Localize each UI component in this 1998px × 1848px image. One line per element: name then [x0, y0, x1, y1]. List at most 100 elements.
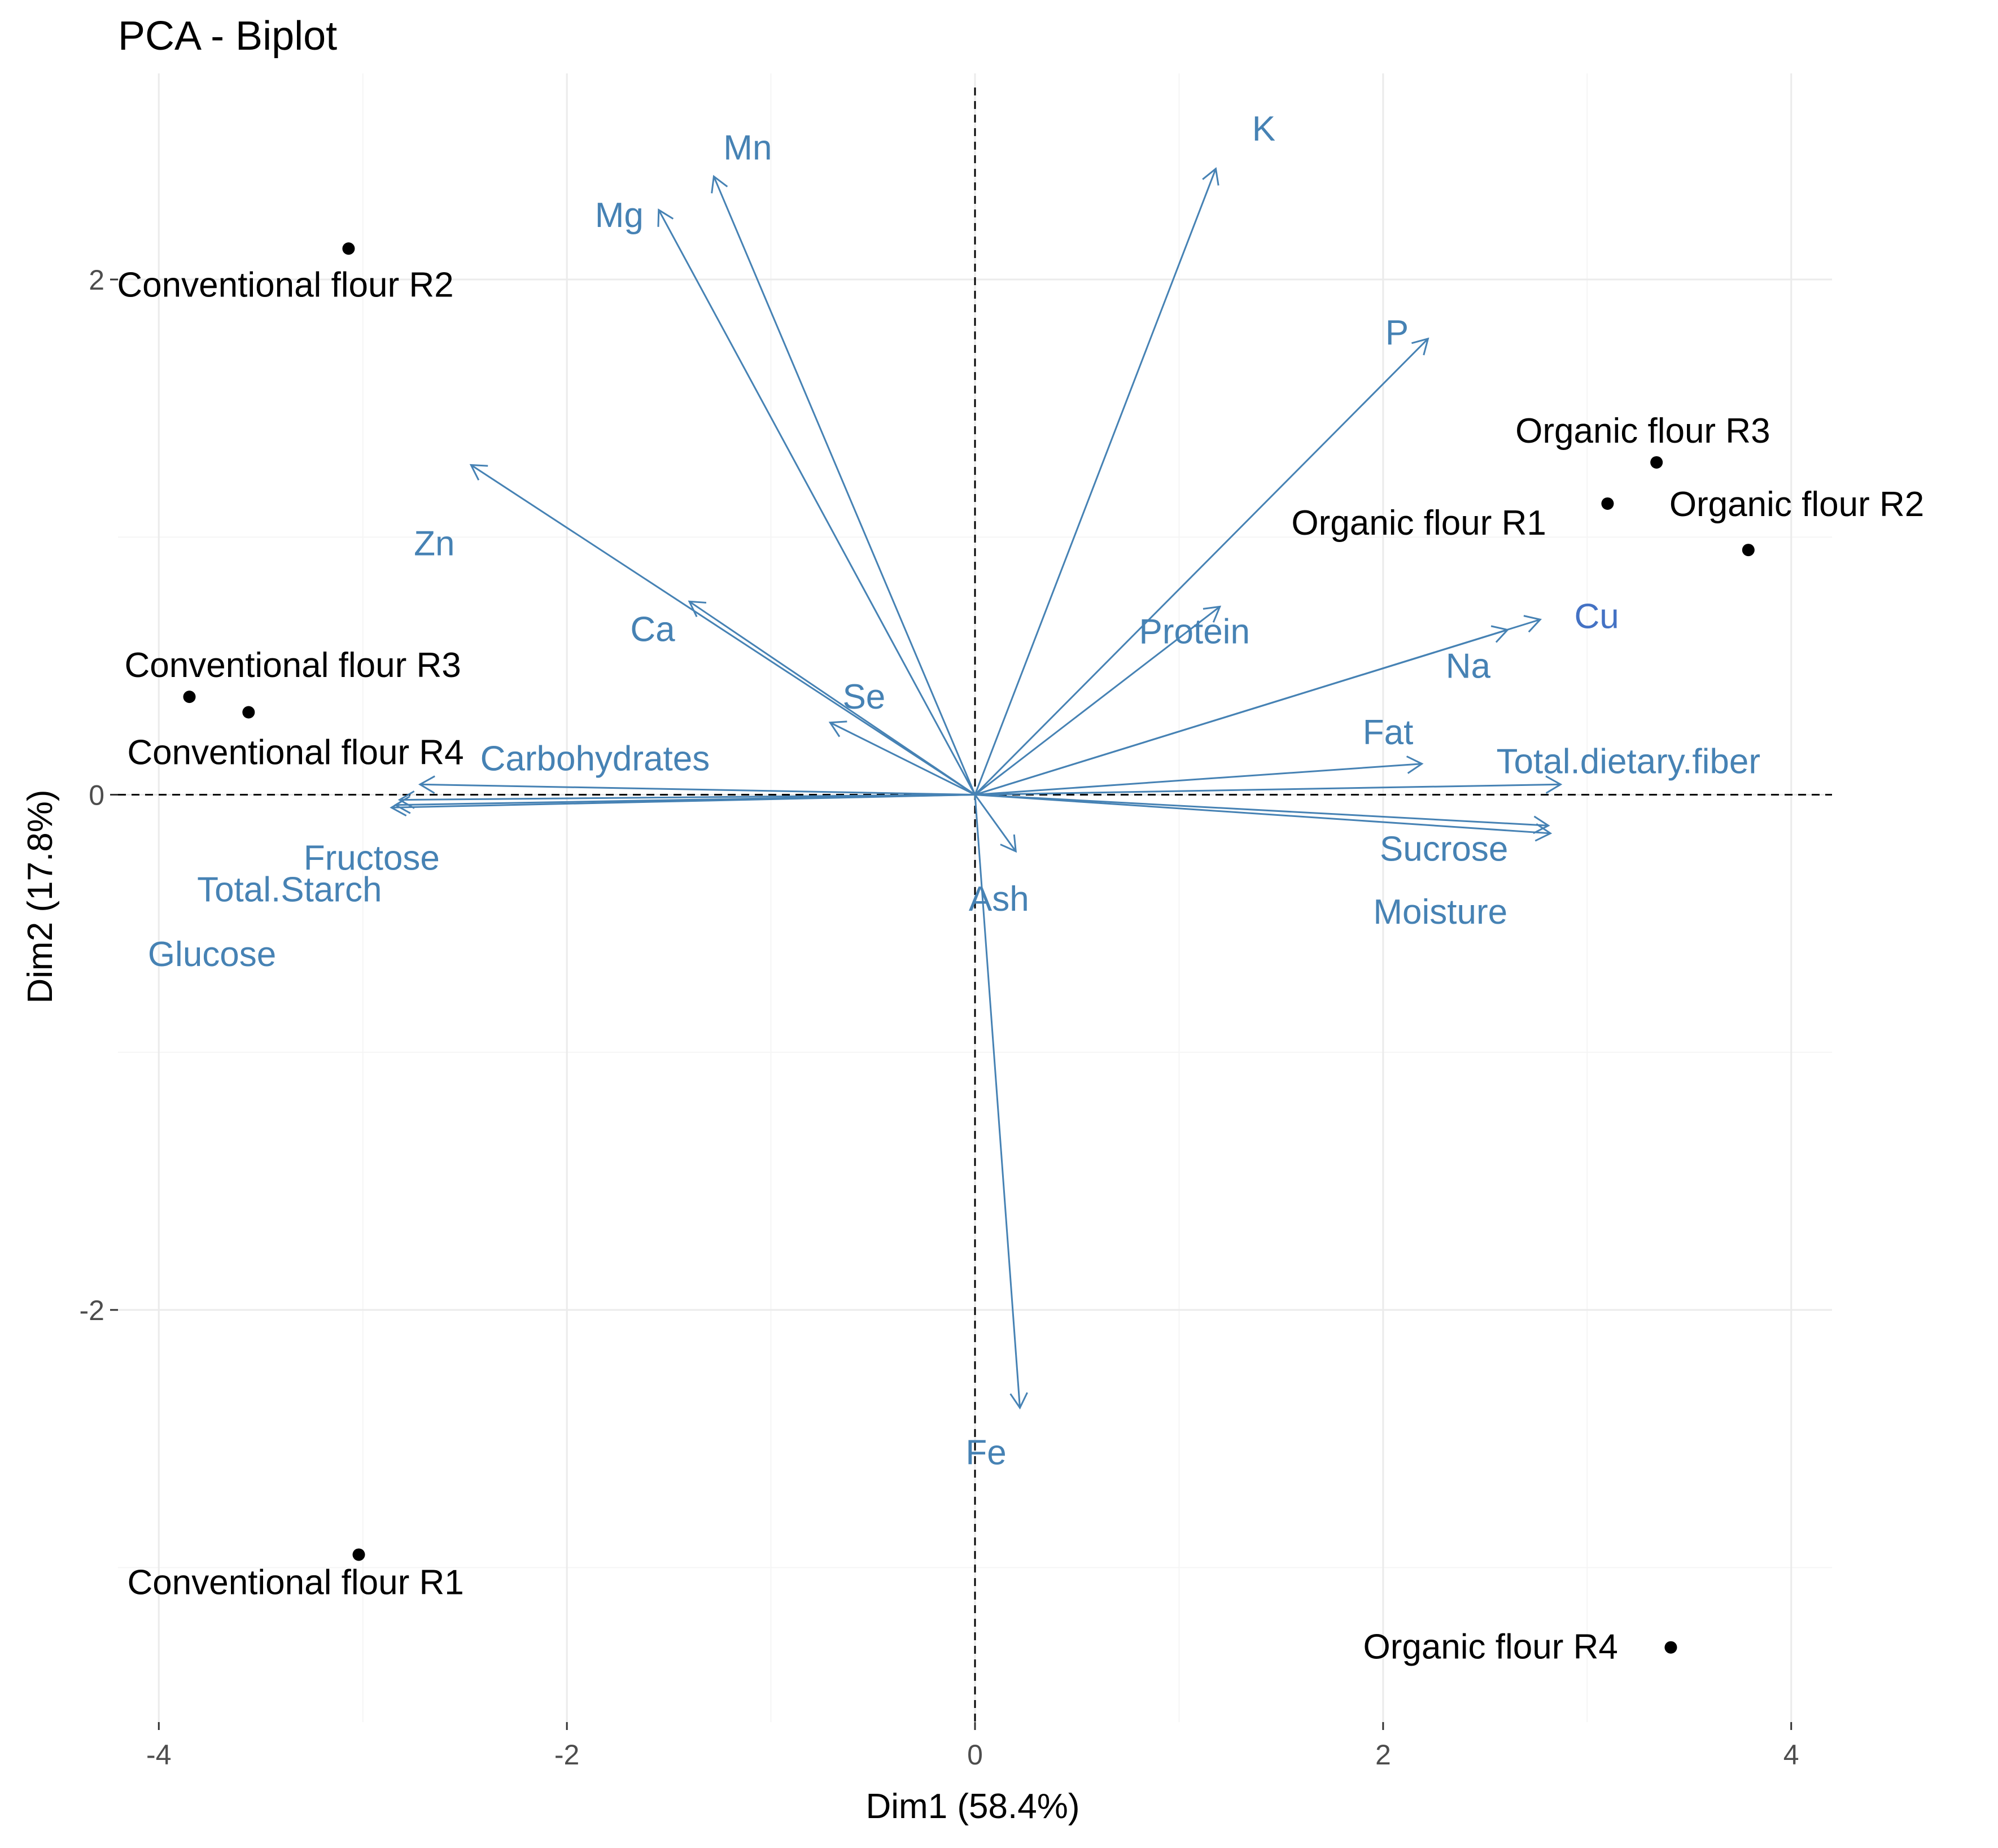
arrow-head	[711, 174, 728, 194]
variable-label: Moisture	[1373, 893, 1507, 932]
variable-arrow: Zn	[414, 464, 976, 796]
variable-arrow: Na	[974, 625, 1510, 796]
variable-label: Na	[1446, 647, 1491, 686]
chart-title: PCA - Biplot	[118, 14, 337, 59]
observation: Organic flour R1	[1291, 497, 1614, 543]
arrow-shaft	[974, 794, 1017, 852]
variable-arrow: Sucrose	[974, 794, 1550, 868]
variable-arrow: Carbohydrates	[418, 739, 976, 796]
arrow-head	[394, 796, 411, 814]
arrow-head	[418, 775, 435, 794]
arrow-head	[657, 208, 674, 227]
arrow-head	[1534, 823, 1553, 842]
arrow-head	[1406, 755, 1424, 774]
arrow-head	[1202, 167, 1219, 186]
variable-label: Glucose	[148, 935, 276, 974]
arrow-shaft	[829, 722, 976, 796]
arrow-head	[1000, 834, 1017, 853]
arrow-shaft	[974, 763, 1422, 796]
observation: Organic flour R4	[1363, 1628, 1677, 1667]
x-axis-title: Dim1 (58.4%)	[866, 1787, 1080, 1826]
observation-label: Organic flour R4	[1363, 1628, 1617, 1667]
observation-label: Organic flour R1	[1291, 504, 1546, 543]
observation: Conventional flour R4	[127, 706, 464, 772]
arrow-shaft	[470, 464, 976, 796]
observation-point	[1664, 1641, 1677, 1654]
arrow-head	[1523, 615, 1542, 633]
arrow-shaft	[974, 168, 1217, 796]
variable-arrow: Fructose	[304, 794, 976, 877]
x-tick-label: -4	[146, 1739, 171, 1771]
observation: Organic flour R3	[1515, 412, 1770, 469]
observation-label: Conventional flour R1	[127, 1563, 464, 1602]
variable-arrow: P	[974, 313, 1429, 796]
variable-label: Mn	[723, 129, 772, 168]
arrow-shaft	[419, 783, 976, 796]
arrow-head	[828, 720, 847, 737]
variable-arrow: Mn	[711, 129, 976, 796]
arrow-shaft	[974, 794, 1551, 835]
variable-label: Ash	[969, 880, 1029, 919]
arrow-shaft	[395, 794, 976, 806]
variable-arrow: Ash	[969, 794, 1029, 919]
observation-point	[1650, 456, 1663, 469]
observation-point	[1742, 544, 1755, 557]
arrow-head	[1411, 337, 1429, 356]
observation-point	[352, 1548, 365, 1561]
variable-arrow: Total.dietary.fiber	[974, 742, 1761, 796]
y-tick-label: 2	[89, 264, 104, 296]
variable-arrow: Glucose	[148, 794, 976, 974]
arrow-head	[1009, 1392, 1028, 1410]
variable-arrow: Moisture	[974, 794, 1553, 932]
variable-label: Fe	[965, 1433, 1006, 1472]
variable-label: Cu	[1575, 597, 1619, 636]
variable-label: Carbohydrates	[480, 739, 710, 778]
variable-label: Total.dietary.fiber	[1497, 742, 1761, 781]
arrow-head	[688, 600, 707, 617]
arrow-shaft	[658, 209, 976, 796]
arrow-shaft	[974, 794, 1549, 827]
arrow-shaft	[689, 601, 976, 796]
variable-arrow: Protein	[974, 605, 1250, 796]
y-axis-title: Dim2 (17.8%)	[21, 790, 60, 1004]
variable-label: P	[1385, 313, 1409, 352]
arrow-head	[1203, 605, 1222, 623]
observation-point	[1601, 497, 1614, 510]
variable-label: Fat	[1363, 713, 1414, 752]
variable-arrow: K	[974, 110, 1275, 796]
variable-arrows: Mn Mg K P Zn Ca Se Protein Cu Na Fat Total.dietary.…	[148, 110, 1760, 1473]
variable-label: Ca	[630, 610, 675, 649]
variable-label: Mg	[595, 196, 644, 235]
observation-label: Conventional flour R2	[117, 265, 453, 304]
arrow-head	[1490, 625, 1510, 643]
x-tick-label: 4	[1783, 1739, 1799, 1771]
observation-point	[342, 242, 355, 255]
arrow-shaft	[974, 629, 1508, 796]
variable-label: Fructose	[304, 838, 440, 877]
y-tick-label: -2	[80, 1295, 104, 1326]
x-tick-label: 2	[1375, 1739, 1391, 1771]
arrow-head	[1533, 815, 1550, 835]
observation-label: Organic flour R2	[1669, 485, 1924, 524]
variable-arrow: Ca	[630, 600, 976, 796]
variable-label: Zn	[414, 525, 454, 563]
variable-arrow: Fe	[965, 794, 1028, 1472]
arrow-shaft	[974, 606, 1221, 796]
axis-ticks: -4 -2 0 2 4 -2 0 2	[80, 264, 1799, 1771]
observation-label: Conventional flour R4	[127, 733, 464, 772]
variable-label: K	[1252, 110, 1275, 148]
y-tick-label: 0	[89, 780, 104, 811]
variable-label: Sucrose	[1380, 829, 1508, 868]
observation-label: Organic flour R3	[1515, 412, 1770, 451]
observation: Conventional flour R3	[125, 646, 461, 704]
arrow-head	[1545, 775, 1563, 794]
variable-label: Total.Starch	[197, 871, 382, 910]
x-tick-label: -2	[554, 1739, 579, 1771]
variable-label: Se	[842, 678, 885, 717]
variable-arrow: Fat	[974, 713, 1424, 796]
observation-point	[242, 706, 255, 719]
arrow-shaft	[974, 783, 1561, 796]
arrow-head	[469, 464, 488, 480]
observation: Conventional flour R1	[127, 1548, 464, 1602]
